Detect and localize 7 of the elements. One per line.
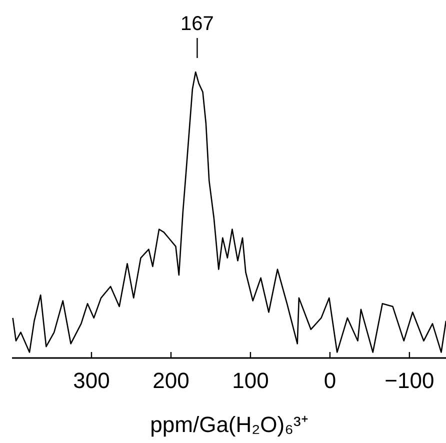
x-axis-title: ppm/Ga(H₂O)₆³⁺ (150, 412, 308, 437)
x-tick-label: 200 (152, 368, 190, 393)
x-tick-label: −100 (384, 368, 434, 393)
x-tick-label: 100 (232, 368, 269, 393)
annotation: 167 (180, 13, 214, 35)
x-tick-label: 300 (73, 368, 110, 393)
x-tick-label: 0 (324, 368, 336, 393)
